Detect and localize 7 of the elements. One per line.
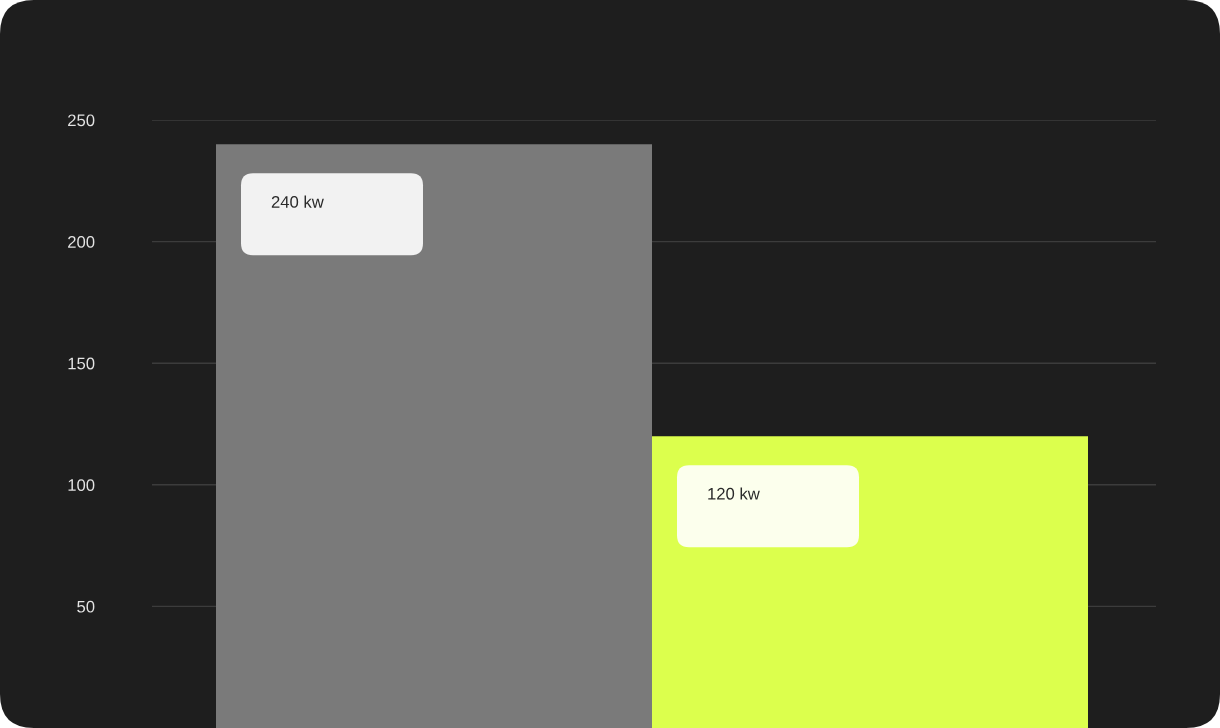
- y-tick-label: 200: [68, 236, 95, 248]
- y-tick-label: 150: [68, 357, 95, 370]
- y-tick-label: 100: [68, 479, 95, 491]
- data-label: 240 kw: [271, 195, 324, 208]
- y-tick-label: 50: [77, 600, 95, 613]
- y-tick-label: 250: [68, 114, 95, 127]
- data-label: 120 kw: [708, 487, 760, 500]
